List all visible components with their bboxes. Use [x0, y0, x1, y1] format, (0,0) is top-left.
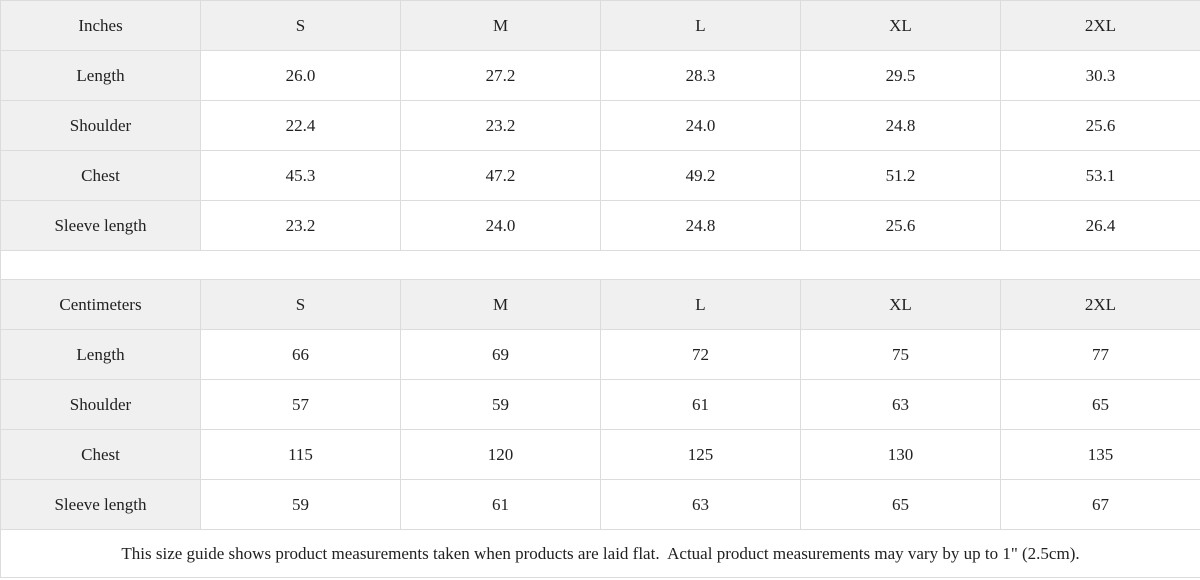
cell-value: 120	[400, 429, 601, 480]
size-header-m: M	[400, 279, 601, 330]
row-label: Length	[0, 50, 201, 101]
cell-value: 24.8	[800, 100, 1001, 151]
cell-value: 135	[1000, 429, 1200, 480]
cell-value: 115	[200, 429, 401, 480]
cell-value: 51.2	[800, 150, 1001, 201]
cell-value: 65	[1000, 379, 1200, 430]
size-header-m: M	[400, 0, 601, 51]
size-header-2xl: 2XL	[1000, 0, 1200, 51]
cell-value: 26.0	[200, 50, 401, 101]
unit-header-inches: Inches	[0, 0, 201, 51]
table-row-inches-chest: Chest 45.3 47.2 49.2 51.2 53.1	[0, 150, 1200, 201]
cell-value: 130	[800, 429, 1001, 480]
centimeters-header-row: Centimeters S M L XL 2XL	[0, 279, 1200, 330]
cell-value: 75	[800, 329, 1001, 380]
row-label: Chest	[0, 150, 201, 201]
cell-value: 24.0	[400, 200, 601, 251]
size-header-2xl: 2XL	[1000, 279, 1200, 330]
cell-value: 27.2	[400, 50, 601, 101]
section-spacer-row	[0, 250, 1200, 280]
cell-value: 63	[600, 479, 801, 530]
cell-value: 59	[400, 379, 601, 430]
cell-value: 23.2	[400, 100, 601, 151]
cell-value: 67	[1000, 479, 1200, 530]
table-row-inches-length: Length 26.0 27.2 28.3 29.5 30.3	[0, 50, 1200, 101]
cell-value: 26.4	[1000, 200, 1200, 251]
cell-value: 77	[1000, 329, 1200, 380]
cell-value: 28.3	[600, 50, 801, 101]
cell-value: 49.2	[600, 150, 801, 201]
cell-value: 65	[800, 479, 1001, 530]
cell-value: 66	[200, 329, 401, 380]
row-label: Sleeve length	[0, 479, 201, 530]
cell-value: 53.1	[1000, 150, 1200, 201]
table-row-cm-sleeve: Sleeve length 59 61 63 65 67	[0, 479, 1200, 530]
cell-value: 72	[600, 329, 801, 380]
cell-value: 69	[400, 329, 601, 380]
cell-value: 47.2	[400, 150, 601, 201]
table-row-inches-shoulder: Shoulder 22.4 23.2 24.0 24.8 25.6	[0, 100, 1200, 151]
row-label: Length	[0, 329, 201, 380]
cell-value: 29.5	[800, 50, 1001, 101]
row-label: Shoulder	[0, 100, 201, 151]
row-label: Chest	[0, 429, 201, 480]
table-row-cm-chest: Chest 115 120 125 130 135	[0, 429, 1200, 480]
cell-value: 125	[600, 429, 801, 480]
row-label: Shoulder	[0, 379, 201, 430]
inches-header-row: Inches S M L XL 2XL	[0, 0, 1200, 51]
cell-value: 59	[200, 479, 401, 530]
size-header-xl: XL	[800, 0, 1001, 51]
table-row-cm-length: Length 66 69 72 75 77	[0, 329, 1200, 380]
cell-value: 61	[400, 479, 601, 530]
cell-value: 30.3	[1000, 50, 1200, 101]
size-header-s: S	[200, 279, 401, 330]
cell-value: 23.2	[200, 200, 401, 251]
cell-value: 24.0	[600, 100, 801, 151]
cell-value: 63	[800, 379, 1001, 430]
table-row-cm-shoulder: Shoulder 57 59 61 63 65	[0, 379, 1200, 430]
note-row: This size guide shows product measuremen…	[0, 529, 1200, 578]
spacer-cell	[0, 250, 1200, 280]
cell-value: 25.6	[1000, 100, 1200, 151]
size-header-xl: XL	[800, 279, 1001, 330]
size-header-l: L	[600, 0, 801, 51]
size-header-l: L	[600, 279, 801, 330]
size-guide-note: This size guide shows product measuremen…	[0, 529, 1200, 578]
cell-value: 22.4	[200, 100, 401, 151]
unit-header-centimeters: Centimeters	[0, 279, 201, 330]
cell-value: 24.8	[600, 200, 801, 251]
cell-value: 25.6	[800, 200, 1001, 251]
cell-value: 61	[600, 379, 801, 430]
table-row-inches-sleeve: Sleeve length 23.2 24.0 24.8 25.6 26.4	[0, 200, 1200, 251]
cell-value: 45.3	[200, 150, 401, 201]
size-header-s: S	[200, 0, 401, 51]
cell-value: 57	[200, 379, 401, 430]
row-label: Sleeve length	[0, 200, 201, 251]
